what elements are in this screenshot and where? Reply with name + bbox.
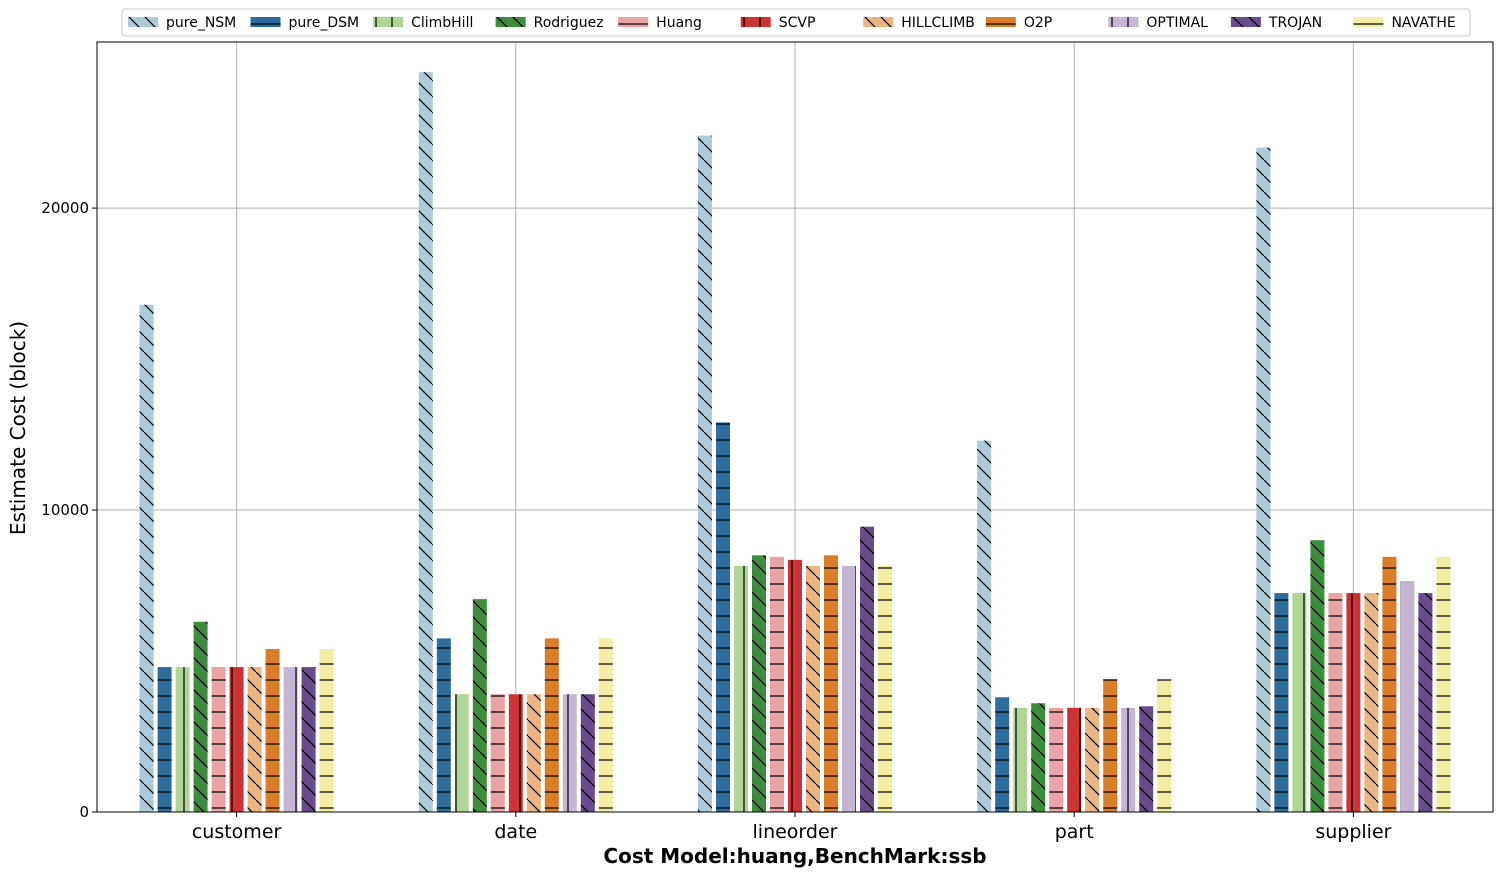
bar-SCVP-lineorder	[788, 559, 802, 812]
bar-OPTIMAL-customer	[283, 667, 298, 812]
x-tick-label: customer	[192, 821, 282, 843]
bar-ClimbHill-lineorder	[734, 565, 748, 812]
legend-label-pure_DSM: pure_DSM	[289, 15, 360, 31]
legend-label-pure_NSM: pure_NSM	[166, 15, 236, 31]
legend-label-HILLCLIMB: HILLCLIMB	[901, 15, 975, 31]
bar-Rodriguez-customer	[193, 621, 208, 812]
bar-HILLCLIMB-part	[1085, 707, 1100, 812]
legend-label-SCVP: SCVP	[779, 15, 816, 31]
bar-NAVATHE-customer	[319, 648, 334, 812]
legend-swatch-ClimbHill	[373, 17, 404, 27]
bar-pure_DSM-part	[995, 697, 1010, 812]
legend-box	[121, 8, 1471, 37]
bar-OPTIMAL-part	[1121, 707, 1136, 812]
bar-pure_NSM-date	[418, 72, 433, 813]
bar-pure_DSM-lineorder	[716, 422, 730, 812]
bar-TROJAN-date	[580, 694, 595, 812]
x-axis-label: Cost Model:huang,BenchMark:ssb	[603, 844, 986, 868]
bar-HILLCLIMB-lineorder	[806, 565, 820, 812]
bar-ClimbHill-part	[1013, 707, 1028, 812]
bar-NAVATHE-lineorder	[878, 565, 892, 812]
bar-O2P-part	[1103, 679, 1118, 812]
legend-swatch-Rodriguez	[495, 17, 526, 27]
bar-pure_NSM-customer	[139, 304, 154, 812]
bar-pure_NSM-supplier	[1256, 147, 1271, 812]
y-axis-label: Estimate Cost (block)	[6, 321, 30, 535]
legend-label-Rodriguez: Rodriguez	[534, 15, 604, 31]
bar-NAVATHE-supplier	[1436, 556, 1451, 812]
bar-ClimbHill-supplier	[1292, 593, 1307, 812]
legend-label-Huang: Huang	[656, 15, 702, 31]
legend-swatch-pure_DSM	[250, 17, 281, 27]
bar-pure_DSM-supplier	[1274, 593, 1289, 812]
legend-label-ClimbHill: ClimbHill	[411, 15, 473, 31]
bar-NAVATHE-part	[1157, 679, 1172, 812]
bar-SCVP-date	[508, 694, 523, 812]
bars	[139, 72, 1451, 813]
bar-TROJAN-customer	[301, 667, 316, 812]
bar-O2P-date	[544, 638, 559, 812]
x-tick-label: supplier	[1315, 821, 1391, 843]
legend-label-O2P: O2P	[1024, 15, 1052, 31]
bar-pure_NSM-lineorder	[698, 135, 712, 812]
axis-ticks: 0 10000 20000 customer date lineorder part supp…	[41, 199, 1391, 843]
bar-HILLCLIMB-supplier	[1364, 593, 1379, 812]
bar-Rodriguez-supplier	[1310, 540, 1325, 812]
bar-NAVATHE-date	[598, 638, 613, 812]
y-tick-label: 20000	[41, 199, 89, 217]
legend-label-TROJAN: TROJAN	[1268, 15, 1322, 31]
bar-SCVP-part	[1067, 707, 1082, 812]
legend-swatch-OPTIMAL	[1108, 17, 1139, 27]
x-tick-label: lineorder	[753, 821, 838, 843]
bar-pure_NSM-part	[977, 440, 992, 812]
bar-OPTIMAL-lineorder	[842, 565, 856, 812]
bar-O2P-supplier	[1382, 556, 1397, 812]
bar-O2P-customer	[265, 648, 280, 812]
bar-OPTIMAL-supplier	[1400, 581, 1415, 812]
bar-Rodriguez-lineorder	[752, 555, 766, 812]
legend-swatch-pure_NSM	[128, 17, 158, 27]
bar-HILLCLIMB-date	[526, 694, 541, 812]
bar-SCVP-customer	[229, 667, 244, 812]
legend-swatch-O2P	[985, 17, 1016, 27]
bar-ClimbHill-date	[454, 694, 469, 812]
legend-swatch-TROJAN	[1230, 17, 1261, 27]
bar-OPTIMAL-date	[562, 694, 577, 812]
legend-swatch-SCVP	[740, 17, 771, 27]
bar-Huang-date	[490, 694, 505, 812]
bar-HILLCLIMB-customer	[247, 667, 262, 812]
bar-Rodriguez-part	[1031, 703, 1046, 812]
x-tick-label: date	[494, 821, 537, 843]
bar-Huang-lineorder	[770, 556, 784, 812]
bar-pure_DSM-date	[436, 638, 451, 812]
x-tick-label: part	[1055, 821, 1094, 843]
legend-label-NAVATHE: NAVATHE	[1391, 15, 1455, 31]
bar-SCVP-supplier	[1346, 593, 1361, 812]
bar-Huang-supplier	[1328, 593, 1343, 812]
legend-label-OPTIMAL: OPTIMAL	[1146, 15, 1208, 31]
bar-TROJAN-lineorder	[860, 526, 874, 812]
bar-pure_DSM-customer	[157, 667, 172, 812]
bar-O2P-lineorder	[824, 555, 838, 812]
bar-Huang-customer	[211, 667, 226, 812]
bar-TROJAN-part	[1139, 706, 1154, 812]
bar-ClimbHill-customer	[175, 667, 190, 812]
y-tick-label: 0	[79, 803, 89, 821]
legend-swatch-NAVATHE	[1353, 17, 1384, 27]
y-tick-label: 10000	[41, 501, 89, 519]
bar-TROJAN-supplier	[1418, 593, 1433, 812]
bar-Rodriguez-date	[472, 599, 487, 812]
legend-swatch-HILLCLIMB	[863, 17, 894, 27]
legend: pure_NSM pure_DSM ClimbHill Rodriguez Huang S…	[121, 8, 1471, 37]
bar-Huang-part	[1049, 707, 1064, 812]
legend-swatch-Huang	[618, 17, 649, 27]
